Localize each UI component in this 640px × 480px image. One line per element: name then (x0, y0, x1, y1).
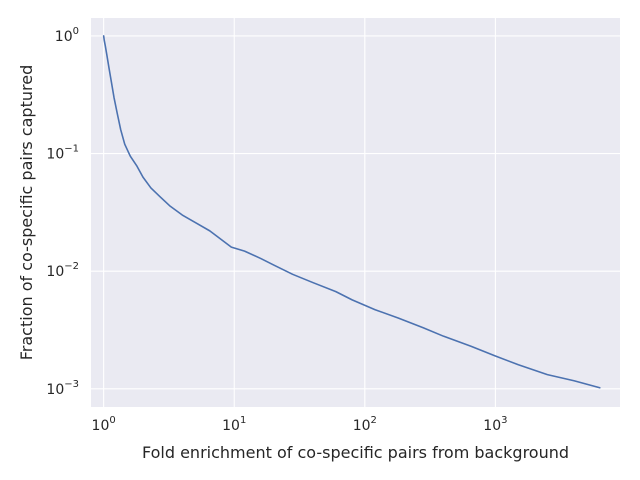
x-tick-label: 100 (92, 415, 116, 434)
x-tick-label: 103 (483, 415, 507, 434)
x-axis-ticks: 100 101 102 103 (92, 415, 508, 434)
y-tick-exponent: 0 (73, 26, 79, 37)
series-line (102, 35, 601, 389)
y-tick-label: 10−3 (46, 379, 79, 398)
x-tick-label: 102 (353, 415, 377, 434)
y-tick-base: 10 (46, 264, 64, 280)
y-tick-label: 100 (55, 26, 79, 45)
series-group (102, 35, 601, 389)
y-tick-label: 10−1 (46, 144, 79, 163)
x-axis-label: Fold enrichment of co-specific pairs fro… (142, 443, 569, 462)
y-tick-exponent: −3 (64, 379, 79, 390)
y-tick-exponent: −2 (64, 261, 79, 272)
x-gridlines (103, 18, 496, 407)
x-tick-exponent: 2 (371, 415, 377, 426)
plot-area (91, 18, 620, 407)
x-tick-base: 10 (483, 418, 501, 434)
x-tick-label: 101 (222, 415, 246, 434)
x-tick-base: 10 (222, 418, 240, 434)
y-tick-exponent: −1 (64, 144, 79, 155)
y-axis-label: Fraction of co-specific pairs captured (17, 65, 36, 360)
y-tick-base: 10 (46, 382, 64, 398)
x-tick-exponent: 3 (501, 415, 507, 426)
y-tick-base: 10 (46, 147, 64, 163)
y-tick-base: 10 (55, 29, 73, 45)
x-tick-base: 10 (92, 418, 110, 434)
y-gridlines (91, 35, 620, 390)
y-tick-label: 10−2 (46, 261, 79, 280)
x-tick-base: 10 (353, 418, 371, 434)
x-tick-exponent: 0 (109, 415, 115, 426)
x-tick-exponent: 1 (240, 415, 246, 426)
